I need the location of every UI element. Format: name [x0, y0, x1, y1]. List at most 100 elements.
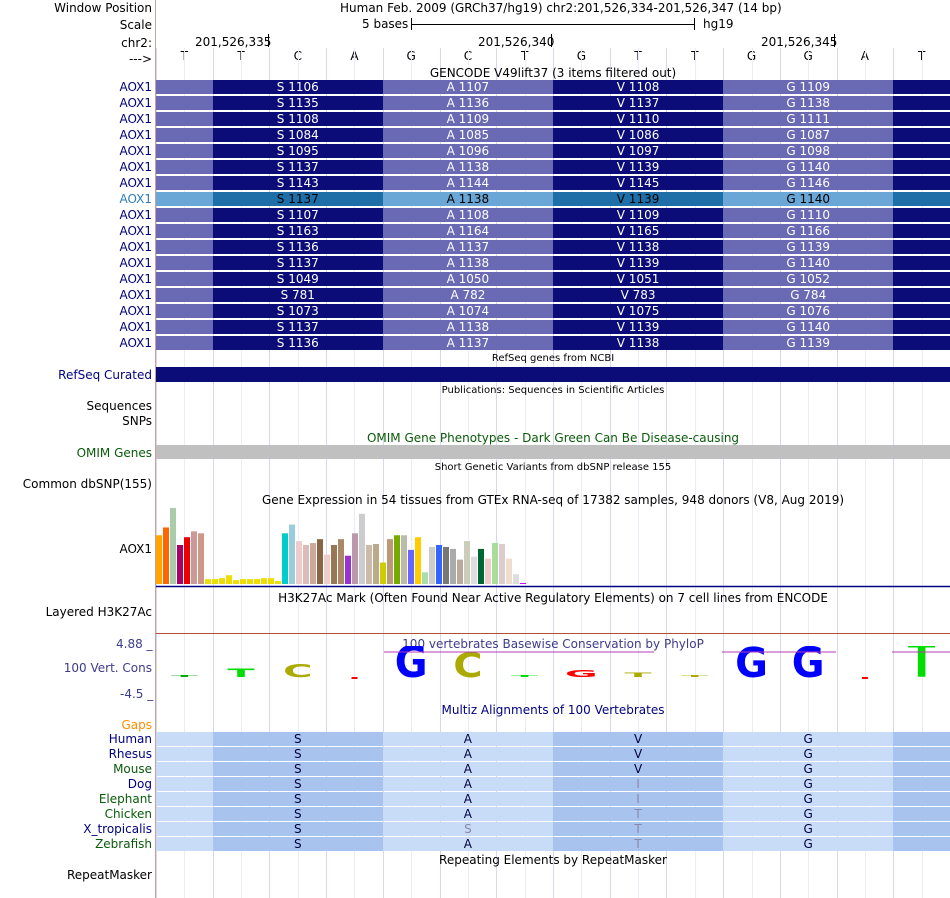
- gencode-exon-segment[interactable]: [212, 176, 383, 190]
- gencode-exon-segment[interactable]: [893, 80, 950, 94]
- gencode-exon-segment[interactable]: [893, 128, 950, 142]
- gtex-tissue-bar[interactable]: [380, 562, 386, 584]
- gencode-transcript-label[interactable]: AOX1: [119, 96, 152, 110]
- multiz-species-label[interactable]: Dog: [127, 777, 152, 791]
- gtex-tissue-bar[interactable]: [499, 544, 505, 584]
- gencode-exon-segment[interactable]: [212, 224, 383, 238]
- gtex-tissue-bar[interactable]: [443, 546, 449, 584]
- gtex-tissue-bar[interactable]: [492, 543, 498, 584]
- gencode-track-title[interactable]: GENCODE V49lift37 (3 items filtered out): [429, 66, 677, 80]
- gencode-exon-segment[interactable]: [156, 112, 213, 126]
- gtex-tissue-bar[interactable]: [184, 537, 190, 584]
- gencode-exon-segment[interactable]: [382, 80, 553, 94]
- gtex-tissue-bar[interactable]: [156, 535, 162, 584]
- gencode-exon-segment[interactable]: [156, 288, 213, 302]
- gencode-exon-segment[interactable]: [382, 240, 553, 254]
- gtex-tissue-bar[interactable]: [457, 559, 463, 584]
- gencode-exon-segment[interactable]: [893, 112, 950, 126]
- gencode-exon-segment[interactable]: [893, 160, 950, 174]
- gencode-exon-segment[interactable]: [893, 208, 950, 222]
- gencode-exon-segment[interactable]: [893, 192, 950, 206]
- gencode-exon-segment[interactable]: [212, 304, 383, 318]
- gencode-exon-segment[interactable]: [382, 160, 553, 174]
- gtex-label[interactable]: AOX1: [119, 542, 152, 556]
- gencode-exon-segment[interactable]: [156, 160, 213, 174]
- gtex-tissue-bar[interactable]: [478, 548, 484, 584]
- multiz-segment[interactable]: [893, 732, 950, 746]
- gencode-exon-segment[interactable]: [893, 320, 950, 334]
- h3k27ac-track-title[interactable]: H3K27Ac Mark (Often Found Near Active Re…: [278, 591, 828, 605]
- gtex-tissue-bar[interactable]: [226, 575, 232, 584]
- gencode-exon-segment[interactable]: [212, 144, 383, 158]
- gtex-tissue-bar[interactable]: [422, 572, 428, 584]
- multiz-segment[interactable]: [382, 732, 553, 746]
- gtex-tissue-bar[interactable]: [513, 574, 519, 584]
- gtex-tissue-bar[interactable]: [415, 537, 421, 584]
- gtex-tissue-bar[interactable]: [212, 579, 218, 584]
- multiz-segment[interactable]: [212, 837, 383, 851]
- gtex-tissue-bar[interactable]: [359, 513, 365, 584]
- gencode-exon-segment[interactable]: [893, 272, 950, 286]
- gtex-tissue-bar[interactable]: [163, 527, 169, 584]
- gtex-tissue-bar[interactable]: [450, 548, 456, 584]
- gtex-tissue-bar[interactable]: [485, 558, 491, 584]
- gtex-tissue-bar[interactable]: [247, 579, 253, 584]
- gencode-exon-segment[interactable]: [156, 208, 213, 222]
- multiz-segment[interactable]: [156, 732, 213, 746]
- gencode-exon-segment[interactable]: [893, 96, 950, 110]
- multiz-segment[interactable]: [893, 762, 950, 776]
- gtex-tissue-bar[interactable]: [331, 545, 337, 584]
- gencode-exon-segment[interactable]: [156, 144, 213, 158]
- gencode-exon-segment[interactable]: [212, 128, 383, 142]
- gencode-exon-segment[interactable]: [382, 208, 553, 222]
- multiz-segment[interactable]: [212, 807, 383, 821]
- gencode-exon-segment[interactable]: [382, 144, 553, 158]
- multiz-segment[interactable]: [893, 747, 950, 761]
- gencode-exon-segment[interactable]: [382, 336, 553, 350]
- multiz-segment[interactable]: [382, 762, 553, 776]
- gencode-exon-segment[interactable]: [893, 240, 950, 254]
- omim-track-title[interactable]: OMIM Gene Phenotypes - Dark Green Can Be…: [366, 431, 740, 445]
- gtex-tissue-bar[interactable]: [170, 507, 176, 584]
- multiz-segment[interactable]: [893, 837, 950, 851]
- gencode-transcript-label[interactable]: AOX1: [119, 272, 152, 286]
- gtex-tissue-bar[interactable]: [268, 578, 274, 584]
- gtex-tissue-bar[interactable]: [303, 545, 309, 584]
- gtex-tissue-bar[interactable]: [345, 555, 351, 584]
- multiz-segment[interactable]: [212, 762, 383, 776]
- gtex-tissue-bar[interactable]: [506, 558, 512, 584]
- gencode-exon-segment[interactable]: [212, 192, 383, 206]
- gencode-transcript-label[interactable]: AOX1: [119, 256, 152, 270]
- multiz-segment[interactable]: [382, 822, 553, 836]
- window-position-text[interactable]: Human Feb. 2009 (GRCh37/hg19) chr2:201,5…: [340, 1, 782, 15]
- refseq-label[interactable]: RefSeq Curated: [58, 368, 152, 382]
- gencode-transcript-label[interactable]: AOX1: [119, 144, 152, 158]
- dbsnp-label[interactable]: Common dbSNP(155): [22, 477, 152, 491]
- gtex-tissue-bar[interactable]: [471, 556, 477, 584]
- gencode-transcript-label[interactable]: AOX1: [119, 224, 152, 238]
- dbsnp-track-title[interactable]: Short Genetic Variants from dbSNP releas…: [434, 462, 672, 473]
- gencode-exon-segment[interactable]: [893, 288, 950, 302]
- gtex-tissue-bar[interactable]: [436, 545, 442, 584]
- gtex-tissue-bar[interactable]: [282, 533, 288, 584]
- multiz-segment[interactable]: [893, 807, 950, 821]
- gencode-exon-segment[interactable]: [156, 256, 213, 270]
- gencode-exon-segment[interactable]: [212, 96, 383, 110]
- multiz-segment[interactable]: [156, 822, 213, 836]
- gtex-tissue-bar[interactable]: [464, 541, 470, 584]
- gencode-transcript-label[interactable]: AOX1: [119, 112, 152, 126]
- multiz-segment[interactable]: [382, 747, 553, 761]
- gtex-tissue-bar[interactable]: [191, 531, 197, 584]
- gencode-exon-segment[interactable]: [212, 160, 383, 174]
- gencode-exon-segment[interactable]: [156, 272, 213, 286]
- gencode-exon-segment[interactable]: [156, 80, 213, 94]
- gencode-transcript-label[interactable]: AOX1: [119, 128, 152, 142]
- multiz-segment[interactable]: [382, 807, 553, 821]
- gencode-exon-segment[interactable]: [382, 192, 553, 206]
- gencode-exon-segment[interactable]: [212, 272, 383, 286]
- gencode-exon-segment[interactable]: [382, 96, 553, 110]
- gencode-exon-segment[interactable]: [893, 144, 950, 158]
- gtex-tissue-bar[interactable]: [401, 535, 407, 584]
- h3k27ac-label[interactable]: Layered H3K27Ac: [45, 605, 152, 619]
